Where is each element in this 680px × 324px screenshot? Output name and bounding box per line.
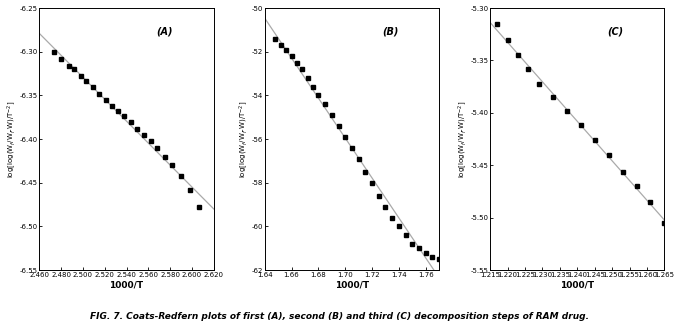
X-axis label: 1000/T: 1000/T [335,280,369,289]
X-axis label: 1000/T: 1000/T [560,280,594,289]
Y-axis label: log[log(W$_f$/W$_f$-W)/T$^{-2}$]: log[log(W$_f$/W$_f$-W)/T$^{-2}$] [456,100,469,178]
Text: (A): (A) [156,26,173,36]
Text: (B): (B) [382,26,398,36]
Y-axis label: log[log(W$_f$/W$_f$-W)/T$^{-2}$]: log[log(W$_f$/W$_f$-W)/T$^{-2}$] [237,100,250,178]
Text: FIG. 7. Coats-Redfern plots of first (A), second (B) and third (C) decomposition: FIG. 7. Coats-Redfern plots of first (A)… [90,312,590,321]
Y-axis label: log[log(W$_f$/W$_f$-W)/T$^{-2}$]: log[log(W$_f$/W$_f$-W)/T$^{-2}$] [5,100,18,178]
X-axis label: 1000/T: 1000/T [109,280,143,289]
Text: (C): (C) [607,26,624,36]
